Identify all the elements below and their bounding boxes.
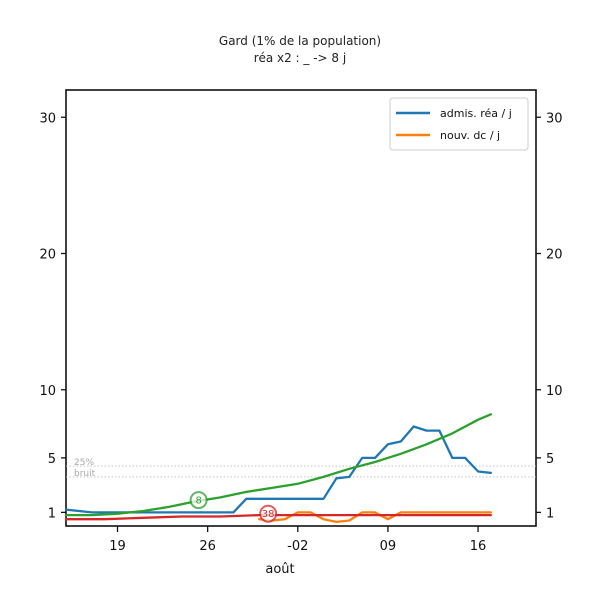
legend-label-1: nouv. dc / j: [440, 129, 500, 142]
legend-box: [389, 97, 529, 151]
y-tick-label-right-3: 20: [546, 248, 563, 263]
series-line-2: [64, 413, 493, 517]
y-tick-label-right-1: 5: [546, 452, 554, 467]
legend-label-0: admis. réa / j: [440, 107, 512, 120]
reference-label-1: bruit: [74, 469, 96, 479]
annotation-marker-1: [259, 504, 278, 523]
annotation-label-0: 8: [195, 496, 201, 507]
y-tick-label-left-2: 10: [39, 384, 56, 399]
y-tick-label-right-0: 1: [546, 506, 554, 521]
plot-frame: [65, 89, 537, 527]
series-line-1: [258, 511, 493, 524]
reference-label-0: 25%: [74, 458, 94, 468]
y-tick-label-left-0: 1: [48, 506, 56, 521]
x-tick-label-1: 26: [199, 539, 216, 554]
y-tick-label-right-2: 10: [546, 384, 563, 399]
y-tick-label-left-4: 30: [39, 111, 56, 126]
chart-title: Gard (1% de la population): [219, 34, 381, 48]
x-axis-label: août: [265, 562, 294, 577]
y-tick-label-right-4: 30: [546, 111, 563, 126]
series-line-3: [64, 513, 493, 521]
annotation-marker-0: [189, 491, 208, 510]
y-tick-label-left-1: 5: [48, 452, 56, 467]
x-tick-label-4: 16: [470, 539, 487, 554]
series-line-0: [64, 425, 493, 514]
chart-subtitle: réa x2 : _ -> 8 j: [254, 51, 346, 65]
annotation-label-1: 38: [262, 509, 275, 520]
y-tick-label-left-3: 20: [39, 248, 56, 263]
legend: admis. réa / j nouv. dc / j: [389, 97, 529, 151]
x-tick-label-2: -02: [287, 539, 308, 554]
x-tick-label-0: 19: [109, 539, 126, 554]
x-tick-label-3: 09: [380, 539, 397, 554]
